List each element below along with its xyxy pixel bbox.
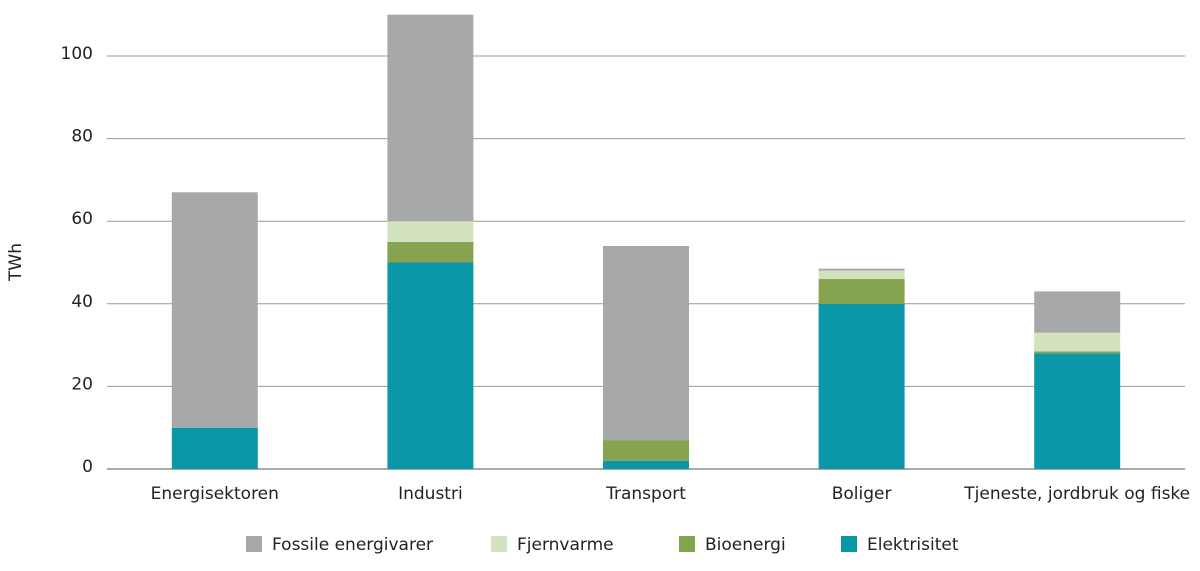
legend-label: Bioenergi [705, 535, 786, 555]
bar-segment [603, 440, 689, 461]
bar-segment [171, 192, 258, 428]
x-tick-label: Energisektoren [151, 484, 279, 504]
bar-segment [387, 14, 474, 222]
legend-swatch [491, 536, 507, 552]
legend-swatch [841, 536, 857, 552]
bar-segment [1034, 291, 1121, 333]
legend-label: Fjernvarme [517, 535, 614, 555]
legend-label: Fossile energivarer [272, 535, 433, 555]
y-tick-label: 80 [71, 127, 93, 147]
bar-segment [1034, 332, 1121, 352]
bar-segment [171, 427, 258, 469]
y-tick-label: 60 [71, 209, 93, 229]
bar-segment [1034, 351, 1121, 354]
bar-segment [603, 460, 689, 469]
y-tick-label: 0 [82, 457, 93, 477]
legend-swatch [246, 536, 262, 552]
bar-segment [387, 262, 474, 469]
x-tick-label: Tjeneste, jordbruk og fiske [963, 484, 1190, 504]
bar-segment [818, 268, 905, 271]
x-tick-label: Boliger [832, 484, 892, 504]
y-tick-label: 20 [71, 374, 93, 394]
bar-segment [387, 241, 474, 263]
bar-segment [603, 245, 689, 441]
legend-label: Elektrisitet [867, 535, 959, 555]
y-tick-label: 100 [61, 44, 93, 64]
x-tick-label: Industri [398, 484, 463, 504]
bar-segment [818, 270, 905, 280]
bar-segment [387, 221, 474, 242]
bar-segment [818, 279, 905, 304]
y-tick-label: 40 [71, 292, 93, 312]
bar-segment [818, 303, 905, 469]
legend-swatch [679, 536, 695, 552]
x-tick-label: Transport [605, 484, 686, 504]
y-axis-label: TWh [6, 243, 26, 282]
bar-segment [1034, 353, 1121, 469]
